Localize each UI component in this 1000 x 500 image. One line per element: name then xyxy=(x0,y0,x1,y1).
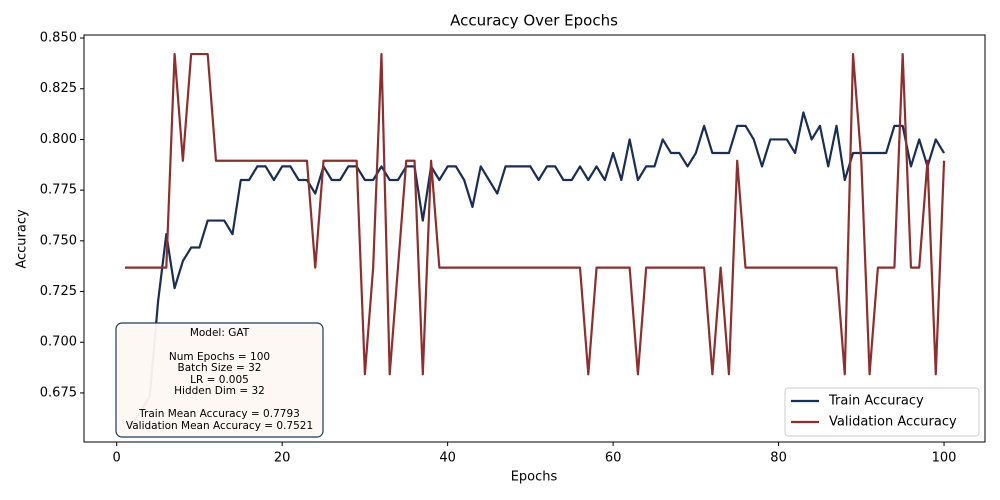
chart-title: Accuracy Over Epochs xyxy=(450,12,618,30)
info-text: Hidden Dim = 32 xyxy=(174,385,265,397)
x-tick-label: 80 xyxy=(770,451,787,466)
y-axis-label: Accuracy xyxy=(15,209,30,269)
data-line xyxy=(124,52,946,376)
y-tick-label: 0.850 xyxy=(40,31,77,46)
x-tick-label: 40 xyxy=(439,451,456,466)
legend-label: Train Accuracy xyxy=(828,394,924,409)
x-tick-label: 20 xyxy=(274,451,291,466)
legend-box xyxy=(784,387,980,437)
x-tick-label: 60 xyxy=(605,451,622,466)
legend-label: Validation Accuracy xyxy=(829,415,957,430)
data-line xyxy=(124,111,945,425)
y-tick-label: 0.775 xyxy=(40,183,77,198)
y-tick-label: 0.750 xyxy=(40,233,77,248)
info-text: LR = 0.005 xyxy=(190,374,249,386)
x-axis-label: Epochs xyxy=(511,470,558,485)
info-box xyxy=(115,322,324,438)
info-text: Train Mean Accuracy = 0.7793 xyxy=(138,408,300,420)
plot-frame xyxy=(83,34,986,443)
y-tick-label: 0.700 xyxy=(40,335,77,350)
x-tick-label: 0 xyxy=(113,451,121,466)
x-tick-label: 100 xyxy=(932,451,957,466)
info-text: Validation Mean Accuracy = 0.7521 xyxy=(126,420,313,432)
y-tick-label: 0.800 xyxy=(40,132,77,147)
y-tick-label: 0.825 xyxy=(40,81,77,96)
y-tick-label: 0.725 xyxy=(40,284,77,299)
y-tick-label: 0.675 xyxy=(40,385,77,400)
info-text: Num Epochs = 100 xyxy=(169,351,270,363)
info-text: Batch Size = 32 xyxy=(178,362,262,374)
info-text: Model: GAT xyxy=(190,327,250,339)
